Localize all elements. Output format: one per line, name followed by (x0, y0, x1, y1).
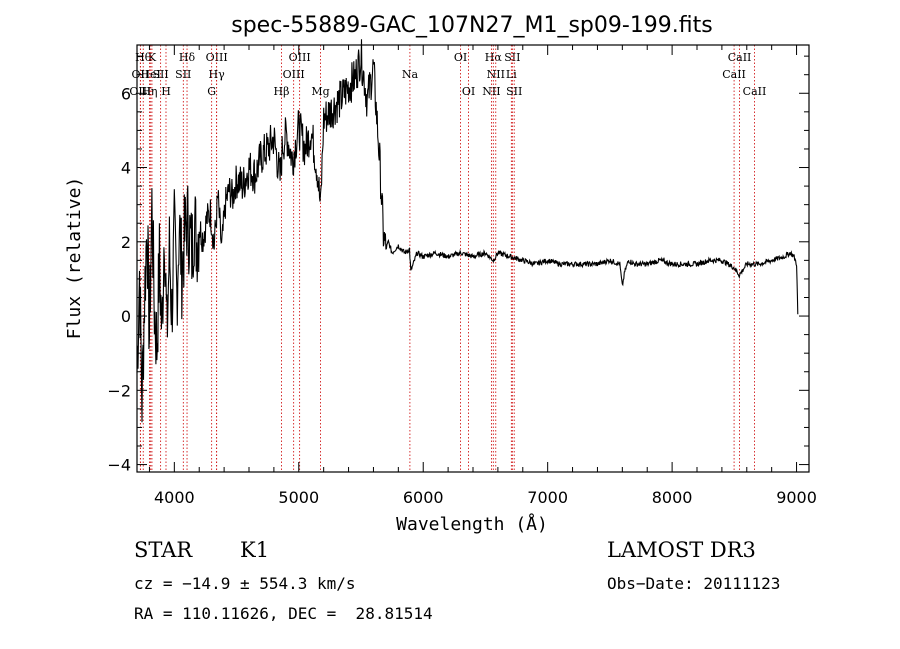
line-label-26: CaII (728, 51, 752, 64)
plot-frame (136, 44, 810, 473)
x-tick-label: 6000 (403, 488, 444, 507)
line-label-13: Hβ (274, 85, 290, 98)
line-label-25: SII (506, 85, 522, 98)
x-tick-label: 8000 (652, 488, 693, 507)
y-tick-label: −4 (107, 456, 131, 475)
series-spectrum (136, 39, 799, 423)
line-label-19: OI (462, 85, 475, 98)
line-label-2: OIII (129, 85, 151, 98)
line-label-14: OIII (289, 51, 311, 64)
survey-name: LAMOST DR3 (607, 538, 756, 562)
line-label-20: Hα (485, 51, 503, 64)
line-label-28: CaII (743, 85, 767, 98)
line-label-17: Na (402, 68, 419, 81)
line-label-10: OIII (206, 51, 228, 64)
line-label-22: NII (482, 85, 500, 98)
x-axis: 4000 5000 6000 7000 8000 9000 (148, 45, 817, 507)
line-label-21: NII (487, 68, 505, 81)
line-label-9: SII (175, 68, 191, 81)
line-label-0: Hθ (135, 51, 152, 64)
line-label-11: Hγ (209, 68, 226, 81)
y-tick-label: 0 (121, 307, 131, 326)
line-label-8: Hδ (179, 51, 196, 64)
chart-title: spec-55889-GAC_107N27_M1_sp09-199.fits (231, 13, 713, 38)
redshift-velocity: cz = −14.9 ± 554.3 km/s (134, 574, 356, 593)
coordinates: RA = 110.11626, DEC = 28.81514 (134, 604, 433, 623)
x-tick-label: 5000 (278, 488, 319, 507)
line-label-18: OI (454, 51, 467, 64)
line-label-23: SII (504, 51, 520, 64)
line-label-12: G (207, 85, 216, 98)
line-label-3: K (148, 51, 157, 64)
x-tick-label: 4000 (154, 488, 195, 507)
line-label-27: CaII (722, 68, 746, 81)
line-label-24: Li (506, 68, 517, 81)
y-tick-label: 6 (121, 84, 131, 103)
observation-date: Obs−Date: 20111123 (607, 574, 781, 593)
line-label-6: H (161, 85, 171, 98)
line-label-7: SII (153, 68, 169, 81)
y-axis-label: Flux (relative) (64, 177, 85, 340)
object-class: STAR (134, 538, 193, 562)
x-tick-label: 9000 (776, 488, 817, 507)
line-label-4: HeI (140, 68, 160, 81)
x-axis-label: Wavelength (Å) (396, 513, 548, 535)
object-subclass: K1 (240, 538, 270, 562)
line-label-15: OIII (283, 68, 305, 81)
y-tick-label: −2 (107, 381, 131, 400)
y-axis: −4 −2 0 2 4 6 (107, 55, 809, 475)
line-label-5: Hη (141, 85, 157, 98)
line-label-16: Mg (311, 85, 329, 98)
y-tick-label: 2 (121, 233, 131, 252)
y-tick-label: 4 (121, 159, 131, 178)
x-tick-label: 7000 (527, 488, 568, 507)
